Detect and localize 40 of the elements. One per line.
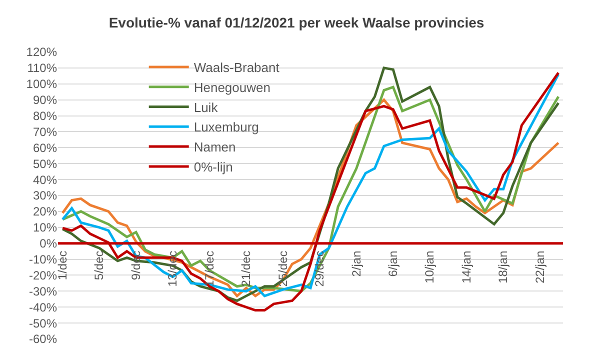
y-tick-label: 20% [32, 204, 58, 219]
x-tick-label: 21/dec [239, 250, 254, 287]
y-tick-label: 30% [32, 188, 58, 203]
x-tick-label: 25/dec [276, 250, 290, 287]
y-tick-label: -40% [28, 300, 58, 314]
legend-label: Luik [194, 100, 218, 115]
y-tick-label: 100% [26, 77, 58, 92]
x-tick-label: 14/jan [459, 250, 474, 284]
y-tick-label: 50% [32, 156, 58, 171]
y-tick-label: 110% [27, 61, 58, 76]
x-tick-label: 6/jan [386, 250, 400, 277]
legend-label: Luxemburg [194, 120, 259, 135]
y-tick-label: 40% [32, 172, 58, 187]
x-tick-label: 22/jan [532, 250, 547, 284]
y-tick-label: 80% [32, 108, 58, 123]
y-tick-label: 0% [40, 236, 58, 251]
x-tick-label: 18/jan [496, 250, 510, 284]
x-tick-label: 2/jan [349, 250, 364, 277]
y-tick-label: 10% [32, 220, 58, 235]
legend-label: Henegouwen [194, 80, 270, 95]
y-tick-label: 70% [32, 124, 58, 139]
y-tick-label: -30% [28, 284, 58, 298]
y-tick-label: -10% [28, 252, 58, 266]
x-tick-label: 5/dec [92, 250, 106, 280]
x-tick-label: 29/dec [312, 250, 327, 287]
x-tick-label: 17/dec [202, 250, 216, 287]
legend-label: Namen [194, 140, 236, 155]
legend-label: Waals-Brabant [194, 60, 280, 76]
y-tick-label: 90% [32, 93, 58, 108]
y-tick-label: 60% [32, 140, 58, 155]
x-tick-label: 13/dec [166, 250, 180, 287]
chart-title: Evolutie-% vanaf 01/12/2021 per week Waalse provincies [108, 14, 484, 30]
y-tick-label: -60% [28, 332, 58, 346]
x-tick-label: 10/jan [422, 250, 437, 284]
y-tick-label: -50% [28, 316, 58, 330]
y-tick-label: -20% [28, 268, 58, 282]
legend-label: 0%-lijn [194, 160, 233, 175]
x-tick-label: 9/dec [128, 250, 143, 280]
y-tick-label: 120% [26, 45, 58, 60]
x-tick-label: 1/dec [55, 250, 70, 280]
